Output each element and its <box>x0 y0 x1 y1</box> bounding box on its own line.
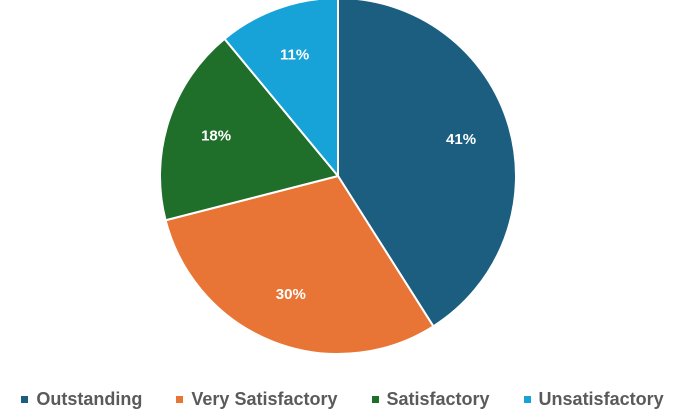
legend-swatch-outstanding <box>21 395 29 403</box>
legend: Outstanding Very Satisfactory Satisfacto… <box>0 388 685 410</box>
pie-slice-satisfactory <box>159 37 340 222</box>
pie-plot-area: 41% 30% 18% 11% <box>159 0 517 355</box>
legend-label-very-satisfactory: Very Satisfactory <box>191 388 338 409</box>
data-label-unsatisfactory: 11% <box>280 46 309 63</box>
legend-item-satisfactory: Satisfactory <box>371 388 490 410</box>
data-label-satisfactory: 18% <box>201 127 231 144</box>
legend-item-very-satisfactory: Very Satisfactory <box>176 388 338 410</box>
legend-swatch-very-satisfactory <box>176 395 184 403</box>
legend-swatch-unsatisfactory <box>523 395 531 403</box>
pie-slice-unsatisfactory <box>223 0 339 179</box>
legend-label-outstanding: Outstanding <box>36 388 143 409</box>
data-label-very-satisfactory: 30% <box>276 286 306 303</box>
legend-label-unsatisfactory: Unsatisfactory <box>538 388 664 409</box>
legend-label-satisfactory: Satisfactory <box>386 388 490 409</box>
legend-item-outstanding: Outstanding <box>21 389 142 410</box>
legend-item-unsatisfactory: Unsatisfactory <box>523 388 664 410</box>
pie-slice-very-satisfactory <box>164 174 435 355</box>
legend-swatch-satisfactory <box>371 395 379 403</box>
data-label-outstanding: 41% <box>446 131 476 148</box>
